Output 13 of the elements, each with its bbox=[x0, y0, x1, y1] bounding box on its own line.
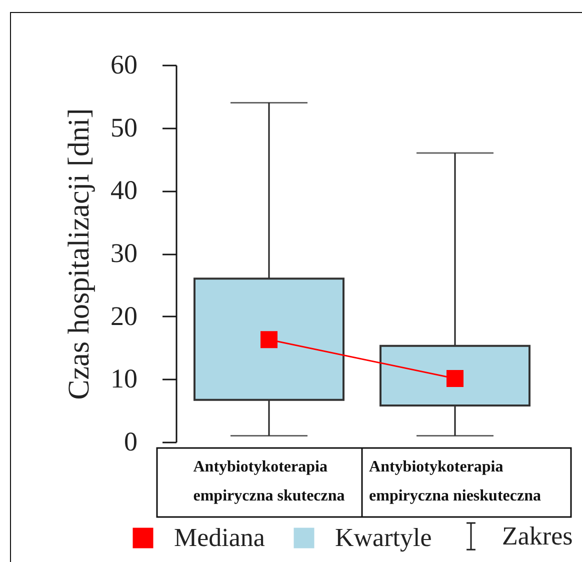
y-tick-label: 50 bbox=[110, 112, 138, 142]
y-tick-label: 20 bbox=[110, 300, 138, 331]
y-tick-label: 60 bbox=[110, 50, 138, 80]
legend-label: Mediana bbox=[174, 523, 266, 552]
y-tick-label: 30 bbox=[110, 238, 138, 268]
x-tick-label: Antybiotykoterapia empiryczna skuteczna bbox=[193, 458, 345, 504]
x-tick-label: Antybiotykoterapia empiryczna nieskuteczna bbox=[369, 458, 541, 504]
y-tick-label: 10 bbox=[110, 364, 138, 394]
y-tick-label: 40 bbox=[110, 175, 138, 206]
y-tick-label: 0 bbox=[124, 426, 138, 456]
legend-label: Kwartyle bbox=[335, 523, 432, 552]
y-axis-title: Czas hospitalizacji [dni] bbox=[62, 108, 96, 400]
text: Zakres bbox=[502, 521, 573, 550]
